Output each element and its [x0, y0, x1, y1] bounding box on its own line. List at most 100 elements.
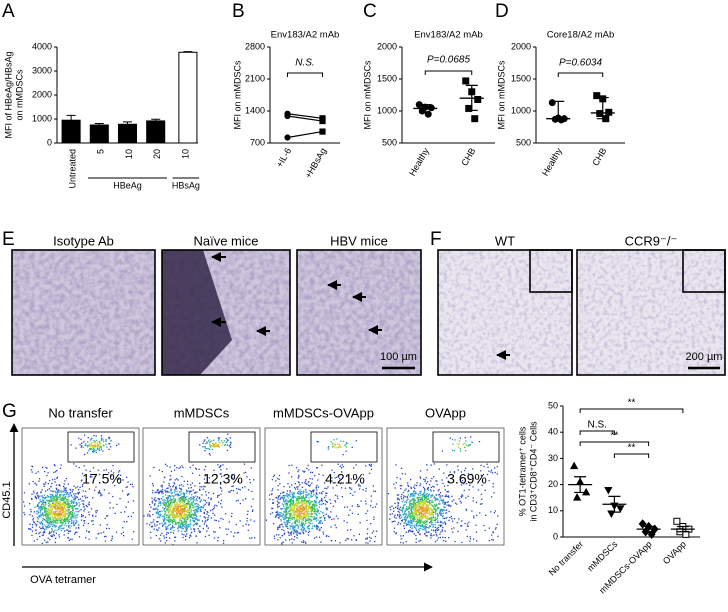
flow-event — [344, 445, 345, 446]
flow-event — [38, 533, 39, 534]
flow-event — [160, 514, 161, 515]
flow-event — [50, 486, 51, 487]
image-label: CCR9⁻/⁻ — [625, 233, 678, 248]
flow-event — [79, 502, 80, 503]
flow-event — [78, 489, 79, 490]
flow-event — [449, 511, 450, 512]
flow-event — [157, 530, 158, 531]
flow-event — [452, 532, 453, 533]
flow-event — [283, 511, 284, 512]
flow-event — [310, 523, 311, 524]
flow-event — [412, 493, 413, 494]
flow-event — [191, 514, 192, 515]
flow-event — [433, 524, 434, 525]
flow-event — [68, 509, 69, 510]
flow-event — [171, 506, 172, 507]
flow-event — [438, 537, 439, 538]
flow-event — [485, 530, 486, 531]
flow-event — [168, 485, 169, 486]
flow-event — [419, 528, 420, 529]
flow-event — [307, 484, 308, 485]
flow-event — [157, 521, 158, 522]
flow-event — [336, 438, 337, 439]
flow-event — [298, 513, 299, 514]
flow-event — [283, 514, 284, 515]
flow-event — [205, 466, 206, 467]
flow-event — [162, 496, 163, 497]
flow-event — [92, 445, 93, 446]
flow-event — [283, 504, 284, 505]
flow-event — [98, 492, 99, 493]
flow-event — [171, 490, 172, 491]
flow-event — [174, 491, 175, 492]
flow-event — [459, 498, 460, 499]
flow-event — [402, 508, 403, 509]
flow-event — [348, 538, 349, 539]
flow-event — [201, 500, 202, 501]
flow-event — [416, 521, 417, 522]
flow-event — [294, 514, 295, 515]
flow-event — [420, 478, 421, 479]
flow-event — [45, 526, 46, 527]
flow-event — [308, 528, 309, 529]
flow-event — [106, 528, 107, 529]
flow-event — [236, 500, 237, 501]
flow-event — [150, 507, 151, 508]
flow-event — [286, 516, 287, 517]
flow-event — [411, 528, 412, 529]
flow-event — [184, 513, 185, 514]
flow-event — [312, 472, 313, 473]
flow-event — [357, 506, 358, 507]
flow-event — [87, 452, 88, 453]
flow-event — [174, 540, 175, 541]
flow-event — [81, 509, 82, 510]
flow-event — [69, 530, 70, 531]
flow-event — [494, 492, 495, 493]
flow-event — [427, 469, 428, 470]
flow-event — [230, 531, 231, 532]
flow-event — [277, 527, 278, 528]
flow-event — [247, 511, 248, 512]
flow-event — [423, 487, 424, 488]
flow-event — [56, 478, 57, 479]
flow-event — [76, 496, 77, 497]
flow-event — [43, 528, 44, 529]
flow-event — [65, 523, 66, 524]
flow-event — [429, 502, 430, 503]
flow-event — [253, 498, 254, 499]
flow-event — [199, 483, 200, 484]
flow-event — [398, 503, 399, 504]
flow-event — [300, 511, 301, 512]
flow-event — [36, 525, 37, 526]
y-axis-label: on mMDSCs — [14, 69, 24, 121]
flow-event — [395, 464, 396, 465]
flow-event — [161, 491, 162, 492]
flow-event — [51, 510, 52, 511]
flow-event — [219, 527, 220, 528]
flow-event — [75, 517, 76, 518]
flow-event — [155, 500, 156, 501]
flow-event — [284, 495, 285, 496]
flow-event — [274, 536, 275, 537]
flow-event — [162, 471, 163, 472]
flow-event — [336, 447, 337, 448]
flow-event — [43, 518, 44, 519]
flow-event — [424, 490, 425, 491]
flow-event — [42, 528, 43, 529]
flow-event — [109, 528, 110, 529]
flow-event — [497, 515, 498, 516]
flow-event — [209, 535, 210, 536]
flow-event — [28, 528, 29, 529]
flow-event — [41, 515, 42, 516]
flow-event — [154, 529, 155, 530]
flow-event — [298, 503, 299, 504]
flow-event — [301, 516, 302, 517]
flow-event — [200, 531, 201, 532]
flow-event — [428, 527, 429, 528]
flow-event — [372, 507, 373, 508]
flow-event — [195, 523, 196, 524]
flow-event — [168, 524, 169, 525]
flow-event — [403, 495, 404, 496]
flow-event — [71, 520, 72, 521]
flow-event — [460, 448, 461, 449]
